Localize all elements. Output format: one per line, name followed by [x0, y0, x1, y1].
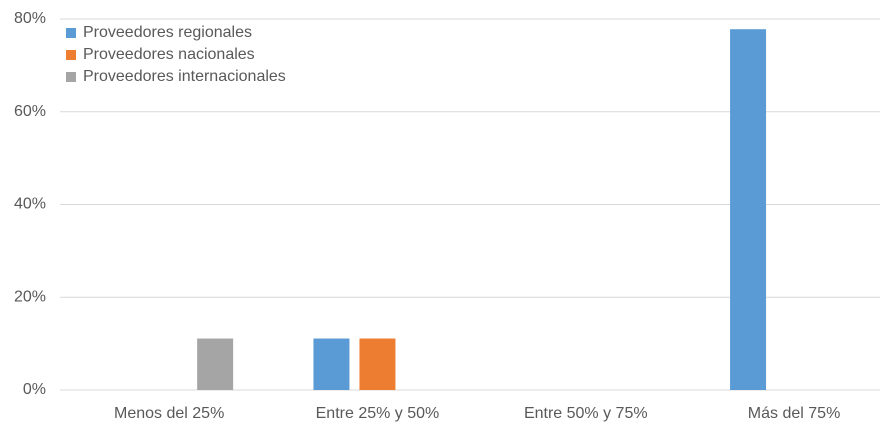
legend-label: Proveedores internacionales [83, 68, 286, 85]
y-tick-label: 0% [23, 381, 46, 398]
y-tick-label: 40% [14, 196, 46, 213]
y-tick-label: 20% [14, 288, 46, 305]
x-tick-label: Menos del 25% [114, 405, 224, 422]
legend-swatch [66, 50, 76, 60]
legend-swatch [66, 72, 76, 82]
bar [197, 338, 234, 390]
legend-label: Proveedores nacionales [83, 46, 255, 63]
legend-swatch [66, 28, 76, 38]
y-tick-label: 80% [14, 10, 46, 27]
x-tick-label: Entre 25% y 50% [316, 405, 440, 422]
bar [730, 29, 767, 390]
bar [359, 338, 396, 390]
y-tick-label: 60% [14, 103, 46, 120]
bar [313, 338, 350, 390]
x-tick-label: Más del 75% [748, 405, 841, 422]
legend-label: Proveedores regionales [83, 24, 252, 41]
x-tick-label: Entre 50% y 75% [524, 405, 648, 422]
